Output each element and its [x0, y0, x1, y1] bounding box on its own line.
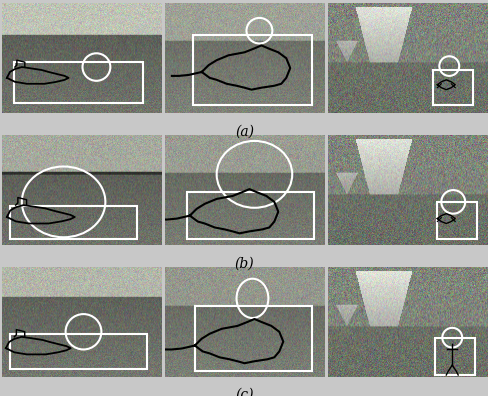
Bar	[10, 334, 147, 369]
Bar	[186, 192, 313, 239]
Bar	[14, 62, 143, 103]
Text: (a): (a)	[235, 124, 253, 138]
Bar	[192, 34, 311, 105]
Bar	[436, 202, 476, 239]
Text: (b): (b)	[234, 256, 254, 270]
Bar	[432, 70, 472, 105]
Bar	[194, 306, 311, 371]
Text: (c): (c)	[235, 388, 253, 396]
Bar	[10, 206, 137, 239]
Bar	[434, 338, 474, 375]
